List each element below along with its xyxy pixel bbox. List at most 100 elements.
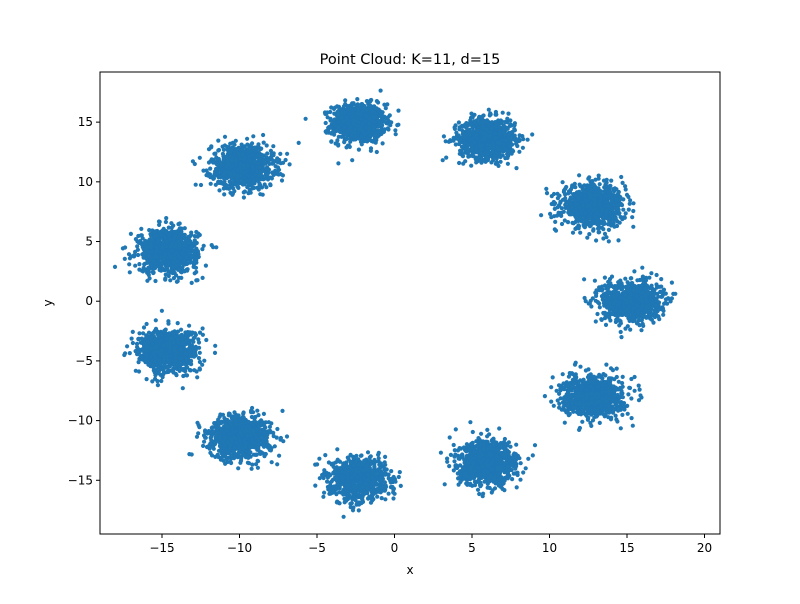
data-point	[460, 124, 465, 129]
data-point	[452, 126, 457, 131]
data-point	[359, 142, 364, 147]
data-point	[368, 103, 373, 108]
data-point	[557, 193, 562, 198]
data-point	[477, 121, 482, 126]
data-point	[623, 276, 628, 281]
data-point	[229, 154, 234, 159]
data-point	[373, 140, 378, 145]
data-point	[503, 119, 508, 124]
data-point	[525, 137, 530, 142]
data-point	[164, 216, 169, 221]
data-point	[270, 157, 275, 162]
data-point	[622, 215, 627, 220]
data-point	[469, 147, 474, 152]
data-point	[201, 168, 206, 173]
data-point	[603, 194, 609, 199]
data-point	[530, 132, 535, 137]
data-point	[329, 139, 334, 144]
data-point	[168, 254, 173, 259]
data-point	[355, 123, 360, 128]
data-point	[596, 173, 601, 178]
data-point	[245, 163, 250, 168]
data-point	[169, 221, 174, 226]
data-point	[200, 275, 205, 280]
data-point	[258, 147, 263, 152]
data-point	[492, 131, 497, 136]
data-point	[266, 159, 271, 164]
data-point	[467, 153, 472, 159]
data-point	[367, 126, 372, 131]
data-point	[487, 123, 492, 128]
data-point	[514, 141, 519, 146]
data-point	[283, 157, 288, 163]
data-point	[345, 122, 350, 127]
data-point	[627, 201, 632, 206]
data-point	[493, 136, 498, 141]
data-point	[359, 102, 364, 107]
data-point	[252, 185, 257, 190]
data-point	[521, 137, 526, 142]
data-point	[385, 102, 390, 107]
data-point	[463, 140, 468, 145]
data-point	[213, 151, 218, 156]
data-point	[172, 244, 177, 249]
data-point	[246, 154, 252, 159]
data-point	[127, 262, 132, 267]
data-point	[339, 134, 344, 139]
data-point	[553, 201, 558, 206]
data-point	[505, 148, 510, 153]
data-point	[601, 221, 606, 227]
data-point	[251, 177, 256, 182]
data-point	[256, 142, 261, 147]
data-point	[342, 140, 347, 145]
data-point	[203, 263, 208, 268]
data-point	[231, 181, 236, 186]
data-point	[369, 109, 375, 114]
data-point	[192, 161, 197, 167]
data-point	[127, 256, 132, 261]
data-point	[252, 145, 257, 150]
data-point	[481, 125, 486, 130]
data-point	[336, 113, 341, 118]
data-point	[593, 319, 598, 324]
data-point	[608, 220, 614, 225]
data-point	[582, 295, 587, 301]
data-point	[355, 97, 360, 102]
data-point	[616, 207, 621, 212]
data-point	[206, 173, 211, 178]
data-point	[285, 151, 290, 156]
data-point	[126, 252, 132, 257]
data-point	[217, 188, 222, 193]
data-point	[131, 253, 136, 258]
data-point	[501, 124, 506, 130]
cluster-2	[440, 107, 535, 171]
data-point	[161, 257, 166, 262]
data-point	[347, 106, 352, 111]
data-point	[226, 162, 231, 167]
data-point	[182, 226, 187, 231]
data-point	[595, 311, 600, 317]
data-point	[232, 142, 237, 147]
data-point	[363, 117, 368, 122]
data-point	[216, 147, 222, 153]
data-point	[258, 192, 263, 197]
data-point	[170, 248, 175, 253]
data-point	[517, 133, 522, 138]
data-point	[206, 160, 212, 165]
data-point	[135, 247, 140, 252]
data-point	[189, 254, 194, 260]
data-point	[197, 155, 202, 160]
data-point	[616, 238, 621, 243]
data-point	[626, 194, 631, 199]
data-point	[393, 132, 398, 137]
data-point	[594, 238, 599, 243]
data-point	[607, 193, 612, 198]
data-point	[444, 155, 449, 160]
data-point	[368, 146, 374, 151]
data-point	[261, 140, 266, 145]
data-point	[356, 120, 361, 125]
data-point	[193, 182, 198, 187]
data-point	[544, 191, 550, 196]
data-point	[209, 243, 214, 248]
data-point	[331, 106, 337, 111]
